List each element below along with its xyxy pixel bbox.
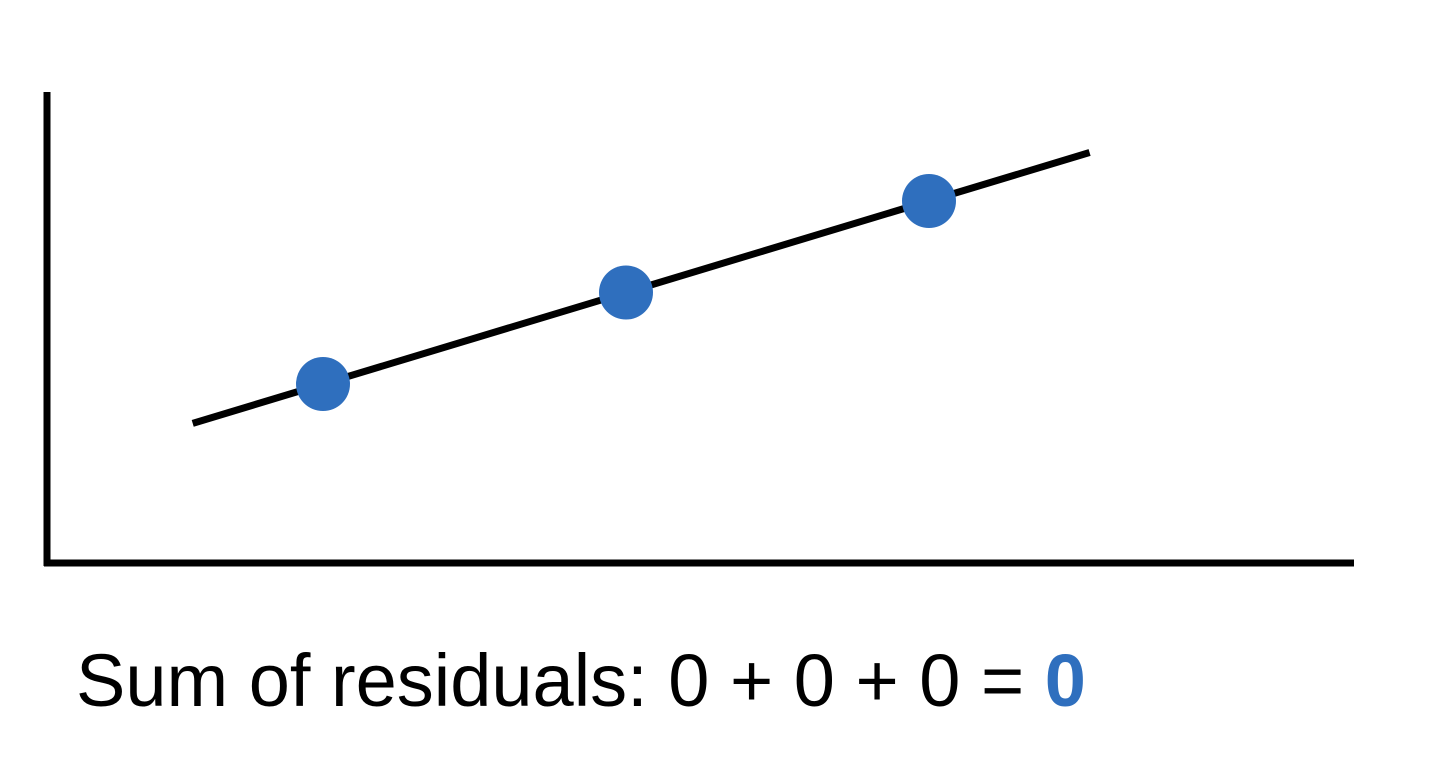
data-point-3 — [902, 174, 956, 228]
residual-sum-result: 0 — [1044, 639, 1086, 722]
data-points — [296, 174, 956, 411]
residual-plot — [43, 92, 1354, 567]
caption-text: Sum of residuals: 0 + 0 + 0 = — [76, 639, 1045, 722]
residual-sum-caption: Sum of residuals: 0 + 0 + 0 = 0 — [76, 636, 1086, 726]
data-point-1 — [296, 357, 350, 411]
data-point-2 — [599, 265, 653, 320]
